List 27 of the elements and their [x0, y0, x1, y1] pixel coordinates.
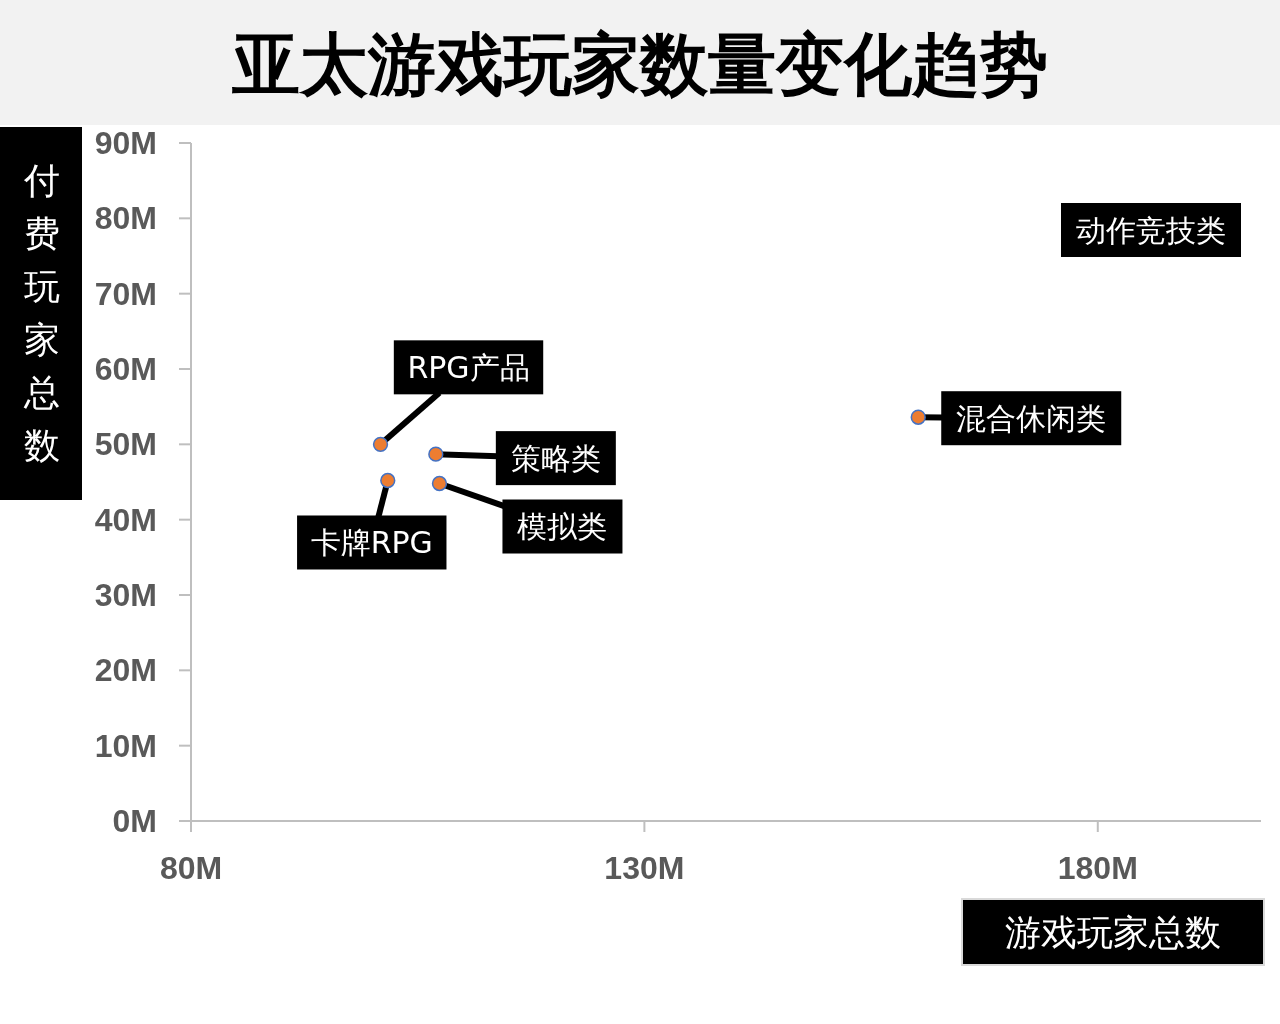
- x-axis-title: 游戏玩家总数: [1005, 911, 1221, 953]
- annotation: 卡牌RPG: [310, 524, 433, 560]
- y-tick-label: 60M: [94, 351, 157, 387]
- chart-title: 亚太游戏玩家数量变化趋势: [231, 24, 1048, 104]
- annotation: 策略类: [510, 440, 601, 476]
- annotation: 动作竞技类: [1076, 212, 1226, 248]
- point: [372, 436, 389, 452]
- x-tick-label: 130M: [604, 850, 685, 886]
- y-tick-label: 70M: [94, 275, 157, 312]
- x-tick-label: 80M: [159, 850, 223, 886]
- point: [380, 472, 396, 489]
- annotation: 模拟类: [517, 509, 608, 545]
- y-tick-label: 30M: [94, 577, 157, 613]
- y-tick-label: 10M: [94, 727, 157, 764]
- point: [910, 409, 926, 425]
- y-tick-label: 0M: [112, 803, 157, 839]
- y-tick-label: 90M: [94, 125, 157, 161]
- annotation: RPG产品: [407, 349, 530, 385]
- point: [428, 446, 444, 462]
- y-tick-label: 80M: [94, 200, 157, 237]
- y-tick-label: 50M: [94, 426, 157, 463]
- point: [431, 475, 448, 492]
- annotation: 混合休闲类: [956, 400, 1107, 436]
- y-tick-label: 20M: [94, 652, 157, 689]
- y-axis-title: 付费玩家总数: [23, 159, 60, 466]
- y-tick-label: 40M: [94, 501, 157, 538]
- x-tick-label: 180M: [1057, 850, 1138, 886]
